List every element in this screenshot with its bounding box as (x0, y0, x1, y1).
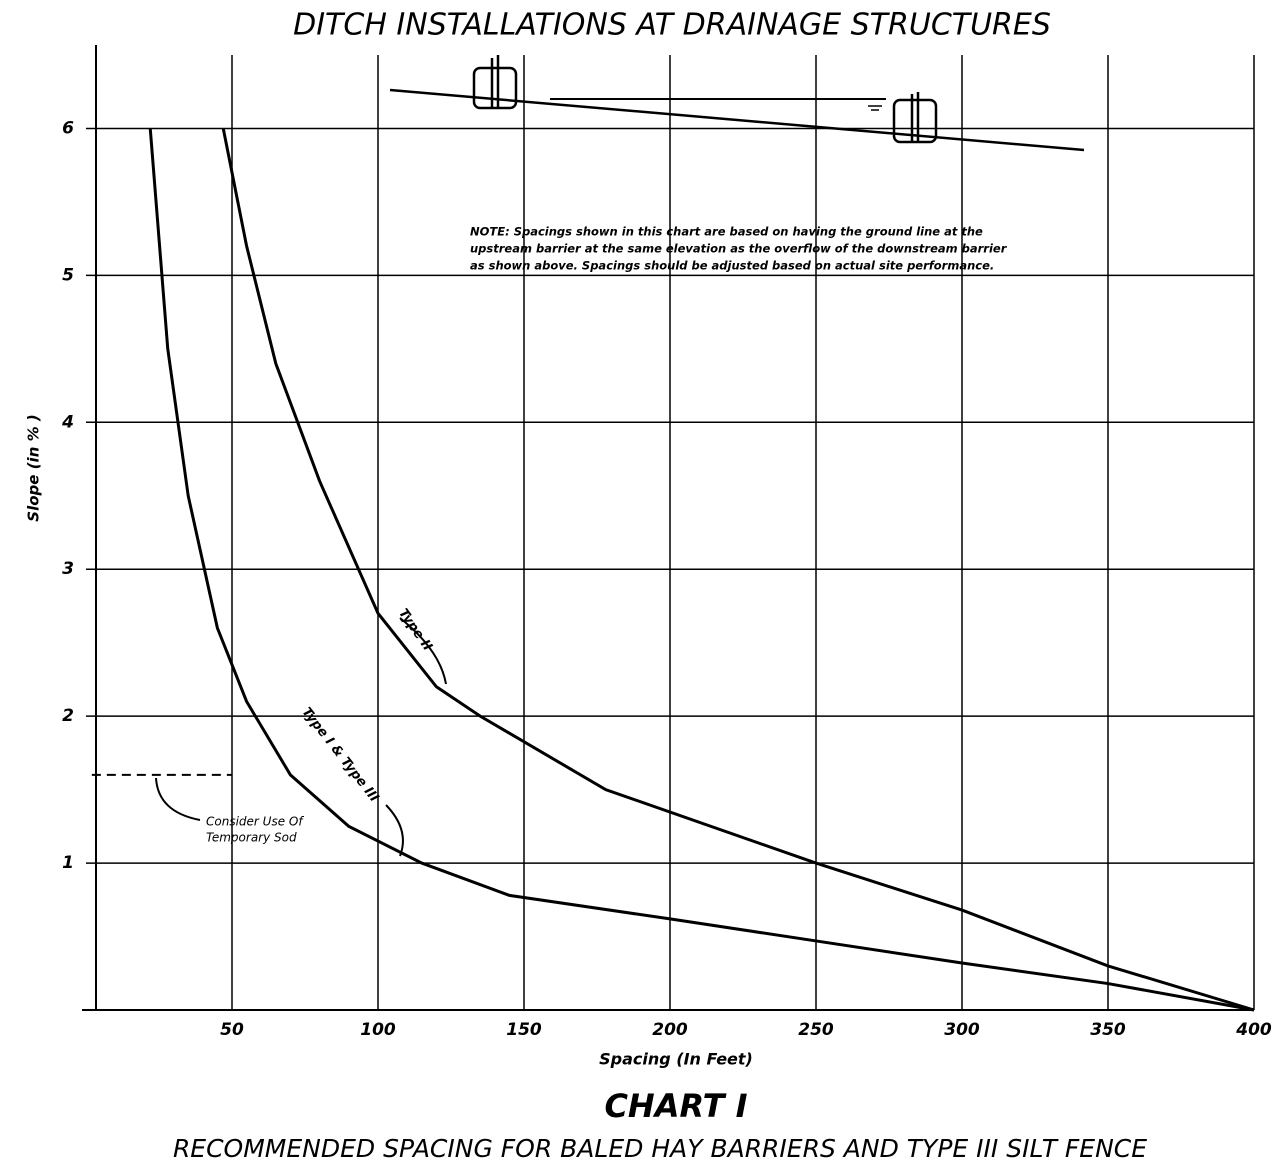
y-tick-label: 4 (61, 412, 74, 432)
sod-note: Temporary Sod (206, 831, 297, 845)
note-line: upstream barrier at the same elevation a… (470, 242, 1008, 256)
y-tick-label: 3 (62, 559, 74, 579)
note-line: as shown above. Spacings should be adjus… (470, 259, 994, 273)
y-tick-label: 6 (62, 118, 74, 138)
y-axis-label: Slope (in % ) (25, 414, 43, 521)
x-tick-label: 400 (1235, 1020, 1272, 1040)
background (0, 0, 1281, 1168)
y-tick-label: 5 (62, 265, 74, 285)
y-tick-label: 1 (62, 853, 74, 873)
x-tick-label: 350 (1090, 1020, 1126, 1040)
x-tick-label: 300 (944, 1020, 980, 1040)
note-line: NOTE: Spacings shown in this chart are b… (470, 225, 983, 239)
x-tick-label: 50 (220, 1020, 244, 1040)
x-tick-label: 250 (798, 1020, 834, 1040)
x-tick-label: 200 (652, 1020, 688, 1040)
chart-subtitle: CHART I (604, 1087, 747, 1125)
y-tick-label: 2 (62, 706, 74, 726)
chart: DITCH INSTALLATIONS AT DRAINAGE STRUCTUR… (0, 0, 1281, 1168)
chart-caption: RECOMMENDED SPACING FOR BALED HAY BARRIE… (173, 1134, 1147, 1163)
x-axis-label: Spacing (In Feet) (599, 1050, 753, 1069)
sod-note: Consider Use Of (206, 815, 304, 829)
x-tick-label: 150 (506, 1020, 542, 1040)
chart-title: DITCH INSTALLATIONS AT DRAINAGE STRUCTUR… (293, 8, 1051, 43)
x-tick-label: 100 (360, 1020, 396, 1040)
